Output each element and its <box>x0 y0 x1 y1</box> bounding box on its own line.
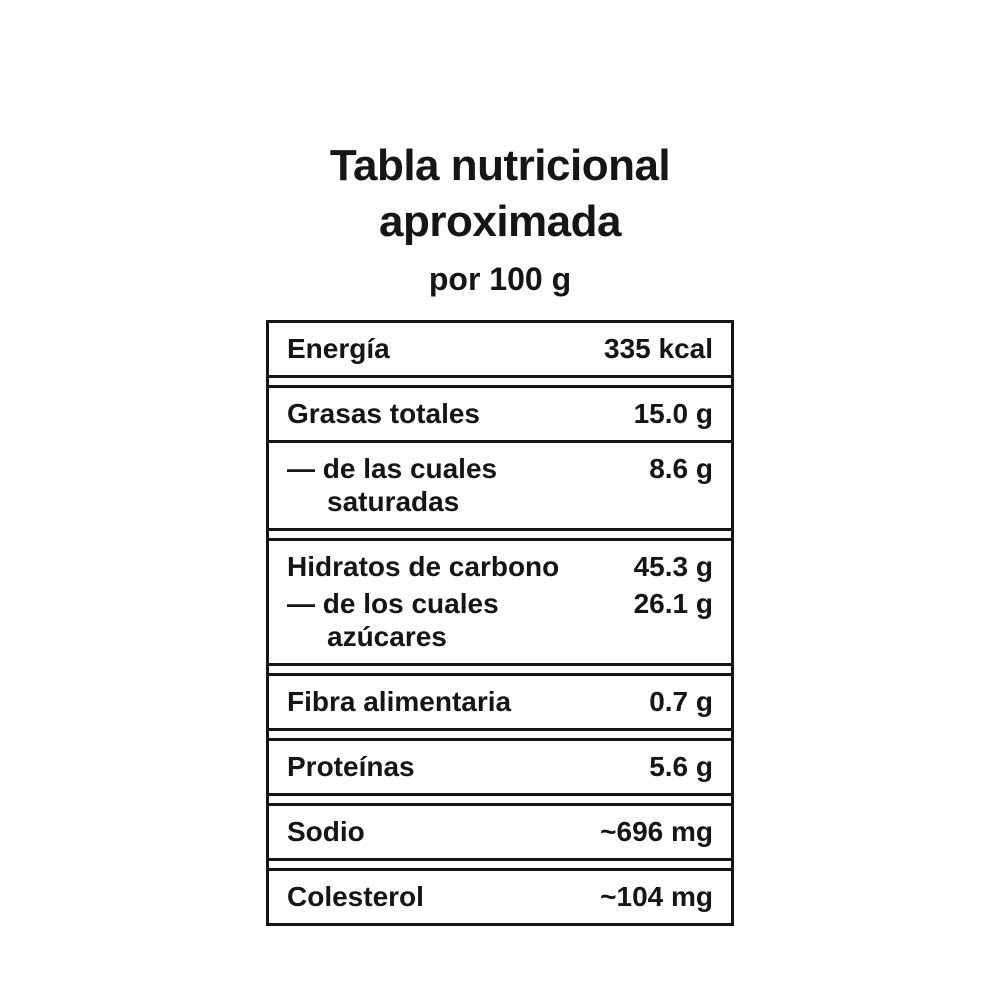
nutrient-row-sugars: — de los cuales azúcares 26.1 g <box>269 585 731 663</box>
nutrition-table: Energía 335 kcal Grasas totales 15.0 g —… <box>266 319 734 926</box>
nutrient-label-sodium: Sodio <box>287 815 365 847</box>
group-total-fat: Grasas totales 15.0 g — de las cuales sa… <box>269 384 731 531</box>
group-energy: Energía 335 kcal <box>269 323 731 378</box>
group-fiber: Fibra alimentaria 0.7 g <box>269 672 731 731</box>
nutrient-row-total-fat: Grasas totales 15.0 g <box>269 388 731 443</box>
nutrient-label-total-fat: Grasas totales <box>287 397 480 429</box>
serving-size-label: por 100 g <box>428 260 572 297</box>
page-title: Tabla nutricional aproximada <box>0 138 1000 251</box>
nutrient-label-carbohydrates: Hidratos de carbono <box>287 550 560 582</box>
nutrient-value-saturated-fat: 8.6 g <box>649 452 713 484</box>
nutrient-value-sodium: ~696 mg <box>600 815 713 847</box>
nutrient-label-cholesterol: Colesterol <box>287 880 424 912</box>
nutrient-label-saturated-fat: — de las cuales saturadas <box>287 452 498 517</box>
nutrient-row-sodium: Sodio ~696 mg <box>269 806 731 858</box>
nutrient-value-total-fat: 15.0 g <box>633 397 713 429</box>
group-sodium: Sodio ~696 mg <box>269 802 731 861</box>
nutrient-row-energy: Energía 335 kcal <box>269 323 731 375</box>
nutrient-label-energy: Energía <box>287 332 390 364</box>
nutrient-label-sugars: — de los cuales azúcares <box>287 587 499 652</box>
nutrient-label-fiber: Fibra alimentaria <box>287 685 512 717</box>
nutrient-value-protein: 5.6 g <box>649 750 713 782</box>
nutrient-row-cholesterol: Colesterol ~104 mg <box>269 871 731 923</box>
nutrient-value-carbohydrates: 45.3 g <box>633 550 713 582</box>
group-cholesterol: Colesterol ~104 mg <box>269 867 731 923</box>
nutrient-row-fiber: Fibra alimentaria 0.7 g <box>269 676 731 728</box>
title-line-1: Tabla nutricional <box>329 141 671 190</box>
group-protein: Proteínas 5.6 g <box>269 737 731 796</box>
group-carbohydrates: Hidratos de carbono 45.3 g — de los cual… <box>269 537 731 666</box>
nutrient-label-protein: Proteínas <box>287 750 415 782</box>
nutrient-value-cholesterol: ~104 mg <box>600 880 713 912</box>
nutrient-row-saturated-fat: — de las cuales saturadas 8.6 g <box>269 443 731 528</box>
nutrient-value-sugars: 26.1 g <box>633 587 713 619</box>
nutrient-value-fiber: 0.7 g <box>649 685 713 717</box>
nutrient-row-carbohydrates: Hidratos de carbono 45.3 g <box>269 541 731 585</box>
title-line-2: aproximada <box>379 197 621 247</box>
nutrient-value-energy: 335 kcal <box>604 332 713 364</box>
nutrient-row-protein: Proteínas 5.6 g <box>269 741 731 793</box>
